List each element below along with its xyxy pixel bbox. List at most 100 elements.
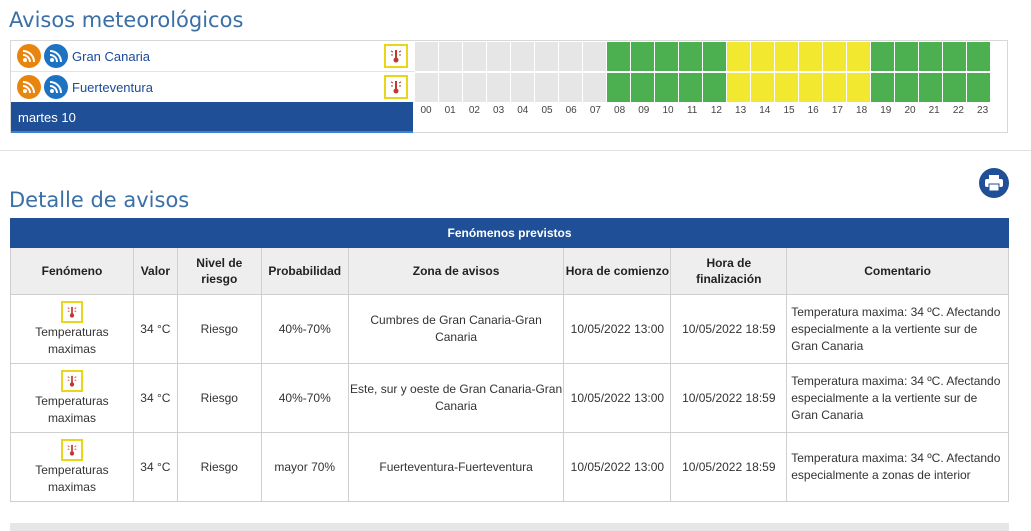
zone-link[interactable]: Gran Canaria bbox=[72, 48, 151, 64]
cell-inicio: 10/05/2022 13:00 bbox=[563, 432, 672, 502]
warnings-table: Fenómenos previstos Fenómeno Valor Nivel d… bbox=[10, 218, 1009, 502]
cell-fin: 10/05/2022 18:59 bbox=[670, 294, 788, 364]
hour-cell bbox=[727, 73, 750, 102]
hour-label: 05 bbox=[541, 105, 553, 116]
hour-label: 20 bbox=[904, 105, 916, 116]
cell-fenomeno: Temperaturas maximas bbox=[10, 294, 134, 364]
cell-text: mayor 70% bbox=[274, 459, 336, 474]
hour-cell bbox=[895, 42, 918, 71]
hour-label: 23 bbox=[977, 105, 989, 116]
cell-zona: Cumbres de Gran Canaria-Gran Canaria bbox=[347, 294, 565, 364]
rss-icon[interactable] bbox=[17, 44, 41, 68]
column-header: Hora de comienzo bbox=[563, 247, 672, 295]
hour-cell bbox=[415, 73, 438, 102]
hour-cell bbox=[847, 73, 870, 102]
hour-label: 14 bbox=[759, 105, 771, 116]
cell-text: Temperaturas maximas bbox=[35, 462, 109, 494]
footer-bar bbox=[10, 523, 1009, 531]
cell-nivel: Riesgo bbox=[176, 432, 262, 502]
zone-link[interactable]: Fuerteventura bbox=[72, 79, 153, 95]
hour-label: 11 bbox=[686, 105, 698, 116]
hour-label: 13 bbox=[735, 105, 747, 116]
cell-comentario: Temperatura maxima: 34 ºC. Afectando esp… bbox=[786, 432, 1009, 502]
hour-cell bbox=[415, 42, 438, 71]
cell-text: Riesgo bbox=[200, 459, 238, 474]
hour-label: 08 bbox=[614, 105, 626, 116]
hour-label: 21 bbox=[928, 105, 940, 116]
print-button[interactable] bbox=[979, 168, 1009, 198]
cell-text: 40%-70% bbox=[278, 321, 331, 336]
hour-label: 19 bbox=[880, 105, 892, 116]
hour-cell bbox=[703, 73, 726, 102]
cell-valor: 34 °C bbox=[132, 432, 178, 502]
hour-cell bbox=[487, 42, 510, 71]
cell-comentario: Temperatura maxima: 34 ºC. Afectando esp… bbox=[786, 294, 1009, 364]
cell-fin: 10/05/2022 18:59 bbox=[670, 363, 788, 433]
thermometer-warning-icon bbox=[384, 44, 408, 68]
cell-text: Este, sur y oeste de Gran Canaria-Gran C… bbox=[350, 382, 563, 413]
hour-label: 00 bbox=[420, 105, 432, 116]
cell-text: Temperatura maxima: 34 ºC. Afectando esp… bbox=[791, 304, 1001, 353]
hour-cell bbox=[943, 42, 966, 71]
hour-cell bbox=[871, 73, 894, 102]
hour-cell bbox=[751, 42, 774, 71]
column-header: Valor bbox=[132, 247, 178, 295]
hour-label: 15 bbox=[783, 105, 795, 116]
hour-label: 06 bbox=[565, 105, 577, 116]
cell-text: Cumbres de Gran Canaria-Gran Canaria bbox=[370, 313, 542, 344]
hour-cell bbox=[871, 42, 894, 71]
day-underline bbox=[11, 131, 413, 133]
rss-icon[interactable] bbox=[44, 44, 68, 68]
cell-text: Temperatura maxima: 34 ºC. Afectando esp… bbox=[791, 373, 1001, 422]
rss-icon[interactable] bbox=[44, 75, 68, 99]
cell-text: Temperaturas maximas bbox=[35, 393, 109, 425]
rss-icon[interactable] bbox=[17, 75, 41, 99]
cell-prob: mayor 70% bbox=[260, 432, 349, 502]
hour-label: 18 bbox=[856, 105, 868, 116]
column-header: Hora de finalización bbox=[670, 247, 788, 295]
table-caption: Fenómenos previstos bbox=[10, 218, 1009, 248]
hour-cell bbox=[583, 42, 606, 71]
hour-cell bbox=[799, 42, 822, 71]
cell-fenomeno: Temperaturas maximas bbox=[10, 432, 134, 502]
cell-fin: 10/05/2022 18:59 bbox=[670, 432, 788, 502]
cell-nivel: Riesgo bbox=[176, 294, 262, 364]
column-header: Zona de avisos bbox=[347, 247, 565, 295]
hour-label: 02 bbox=[468, 105, 480, 116]
cell-text: 40%-70% bbox=[278, 390, 331, 405]
cell-text: 10/05/2022 13:00 bbox=[570, 459, 665, 474]
hour-cell bbox=[511, 42, 534, 71]
cell-text: Temperaturas maximas bbox=[35, 324, 109, 356]
hour-cell bbox=[439, 42, 462, 71]
hour-cell bbox=[799, 73, 822, 102]
cell-valor: 34 °C bbox=[132, 363, 178, 433]
cell-inicio: 10/05/2022 13:00 bbox=[563, 363, 672, 433]
cell-text: 10/05/2022 18:59 bbox=[682, 459, 776, 474]
hour-label: 17 bbox=[831, 105, 843, 116]
hour-cell bbox=[463, 73, 486, 102]
cell-zona: Fuerteventura-Fuerteventura bbox=[347, 432, 565, 502]
table-row: Temperaturas maximas 34 °C Riesgo mayor 70%… bbox=[10, 432, 1009, 502]
hour-cell bbox=[631, 42, 654, 71]
hour-label: 07 bbox=[589, 105, 601, 116]
hour-cell bbox=[775, 42, 798, 71]
print-icon bbox=[985, 175, 1003, 191]
table-row: Temperaturas maximas 34 °C Riesgo 40%-70% Cu… bbox=[10, 294, 1009, 364]
hour-cell bbox=[967, 42, 990, 71]
hour-label: 01 bbox=[444, 105, 456, 116]
hour-cell bbox=[487, 73, 510, 102]
hour-cell bbox=[559, 73, 582, 102]
divider bbox=[0, 150, 1031, 171]
cell-prob: 40%-70% bbox=[260, 294, 349, 364]
hour-cell bbox=[631, 73, 654, 102]
hour-cell bbox=[679, 73, 702, 102]
hour-cell bbox=[535, 73, 558, 102]
cell-text: Riesgo bbox=[200, 321, 238, 336]
hour-cell bbox=[559, 42, 582, 71]
cell-text: Riesgo bbox=[200, 390, 238, 405]
cell-text: 10/05/2022 13:00 bbox=[570, 321, 665, 336]
column-header: Comentario bbox=[786, 247, 1009, 295]
cell-nivel: Riesgo bbox=[176, 363, 262, 433]
cell-zona: Este, sur y oeste de Gran Canaria-Gran C… bbox=[347, 363, 565, 433]
table-row: Temperaturas maximas 34 °C Riesgo 40%-70% Es… bbox=[10, 363, 1009, 433]
